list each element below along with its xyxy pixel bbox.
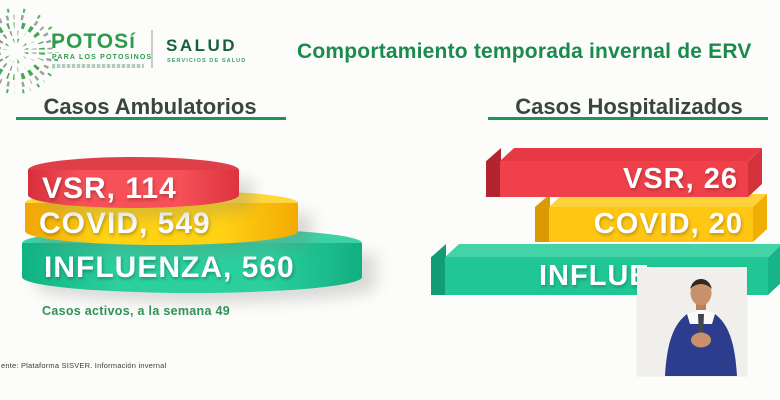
salud-wordmark: SALUD: [166, 36, 238, 55]
underline-casos-hospitalizados: [488, 117, 768, 120]
disc-covid-body: COVID, 549: [25, 203, 298, 245]
bar-covid-side: [753, 194, 767, 242]
salud-subtitle: SERVICIOS DE SALUD: [167, 58, 247, 64]
disc-vsr-body: VSR, 114: [28, 170, 239, 208]
heading-casos-ambulatorios: Casos Ambulatorios: [43, 94, 257, 119]
state-emblem-logo: [0, 5, 62, 97]
source-note: ente: Plataforma SISVER. Información inv…: [1, 361, 167, 370]
bar-vsr-top: [500, 148, 762, 161]
bar-covid: COVID, 20: [535, 194, 767, 242]
disc-influenza-label: INFLUENZA, 560: [44, 251, 295, 284]
brand-wordmark: POTOSí: [51, 30, 136, 53]
disc-vsr: VSR, 114: [28, 157, 239, 209]
page-title: Comportamiento temporada invernal de ERV: [297, 40, 752, 63]
bar-influenza-label: INFLUE: [539, 259, 650, 292]
bar-influenza-side: [768, 244, 780, 295]
bar-influenza-end: [431, 244, 446, 295]
brand-tagline: PARA LOS POTOSINOS: [52, 54, 153, 61]
bar-vsr-label: VSR, 26: [623, 162, 738, 195]
bar-vsr: VSR, 26: [486, 148, 762, 197]
disc-influenza-body: INFLUENZA, 560: [22, 243, 362, 293]
logo-fine-print: [52, 64, 144, 68]
interpreter-figure: [637, 267, 747, 376]
bar-covid-label: COVID, 20: [593, 208, 743, 240]
bar-influenza-top: [445, 244, 780, 257]
bar-vsr-front: VSR, 26: [500, 161, 748, 197]
disc-covid-label: COVID, 549: [39, 207, 211, 240]
bar-vsr-side: [748, 148, 762, 197]
bar-vsr-end: [486, 148, 501, 197]
chart-footnote: Casos activos, a la semana 49: [42, 304, 230, 318]
bar-covid-front: COVID, 20: [549, 207, 753, 242]
bar-covid-top: [549, 194, 767, 207]
bar-covid-end: [535, 194, 550, 242]
sign-language-interpreter-video: [637, 267, 747, 376]
heading-casos-hospitalizados: Casos Hospitalizados: [515, 94, 743, 119]
underline-casos-ambulatorios: [16, 117, 286, 120]
logo-divider: [151, 30, 153, 68]
disc-vsr-label: VSR, 114: [42, 172, 177, 205]
